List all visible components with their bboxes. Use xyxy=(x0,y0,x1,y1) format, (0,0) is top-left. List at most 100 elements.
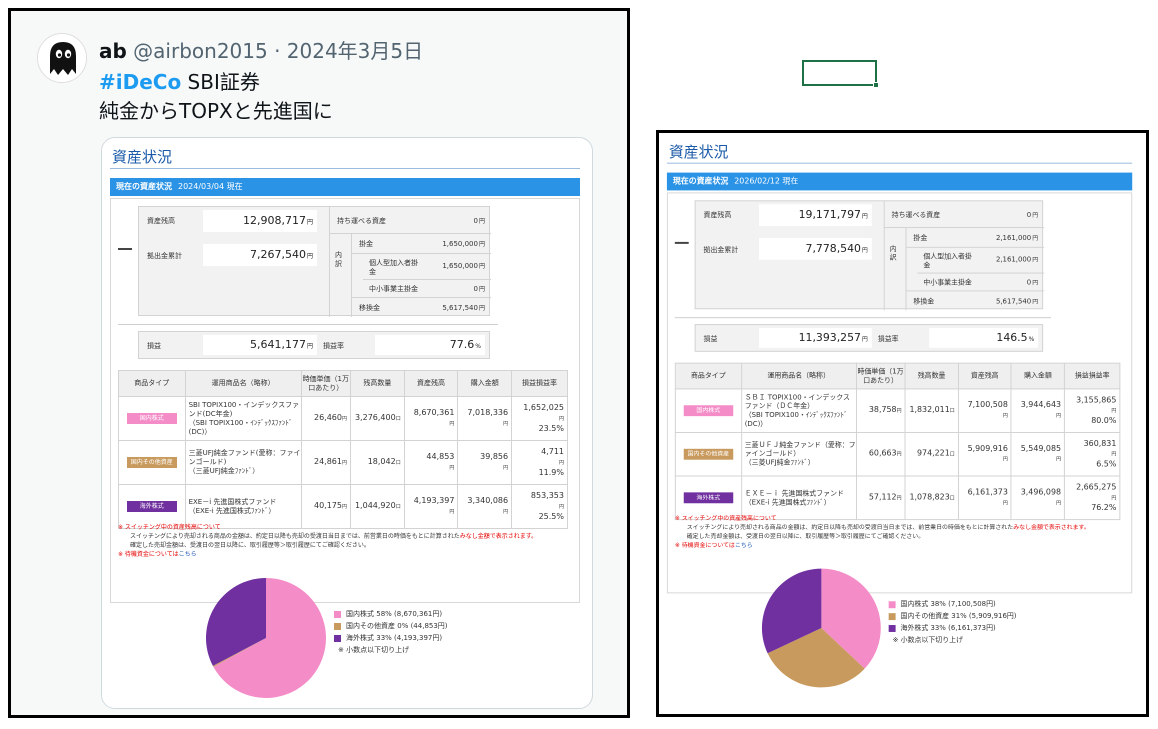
ghost-icon xyxy=(38,34,86,82)
personal-kake-label: 個人型加入者掛金 xyxy=(369,259,418,276)
legend-item: 国内株式 58% (8,670,361円) xyxy=(334,608,448,620)
fund-gain: 2,665,275 円 76.2% xyxy=(1064,475,1121,521)
kake-label: 掛金 xyxy=(359,240,373,248)
collapse-toggle-icon[interactable] xyxy=(118,248,132,250)
col-balance: 資産残高 xyxy=(957,362,1012,390)
legend-item: 海外株式 33% (4,193,397円) xyxy=(334,632,448,644)
col-type: 商品タイプ xyxy=(118,370,186,397)
summary-panel: 資産残高 19,171,797円 拠出金累計 7,778,540円 持ち運べる資… xyxy=(694,200,1045,311)
kake-value: 2,161,000円 xyxy=(995,233,1039,242)
summary-separator xyxy=(118,324,498,325)
gain-value: 11,393,257円 xyxy=(758,328,872,348)
fund-balance: 8,670,361 円 xyxy=(403,396,459,441)
kake-value: 1,650,000円 xyxy=(442,240,485,248)
breakdown-label: 内訳 xyxy=(889,244,897,262)
fund-balance: 44,853 円 xyxy=(403,440,459,485)
fund-name-link[interactable]: ＥＸＥ－ｉ 先進国株式ファンド （EXE-i 先進国株式ﾌｧﾝﾄﾞ） xyxy=(740,475,857,521)
table-header-row: 商品タイプ 運用商品名（略称） 時価単価（1万口あたり） 残高数量 資産残高 購… xyxy=(118,370,568,397)
status-box xyxy=(110,198,580,603)
fund-cost: 3,496,098 円 xyxy=(1010,475,1066,521)
tweet-author-name[interactable]: ab xyxy=(99,39,127,63)
fund-qty: 3,276,400口 xyxy=(350,396,405,441)
summary-separator xyxy=(674,317,1052,319)
table-row: 国内株式 SBI TOPIX100・インデックスファンド(DC年金) （SBI T… xyxy=(118,396,568,441)
carry-in-label: 持ち運べる資産 xyxy=(891,211,941,220)
standby-link[interactable]: こちら xyxy=(734,541,753,549)
tweet-line-1: #iDeCo SBI証券 xyxy=(99,66,260,95)
hashtag-link[interactable]: #iDeCo xyxy=(99,70,182,94)
allocation-pie-chart xyxy=(761,568,881,688)
tweet-body: 純金からTOPXと先進国に xyxy=(99,99,333,123)
status-box xyxy=(666,192,1133,594)
asset-balance-value: 12,908,717円 xyxy=(203,210,317,232)
note-switching-body: スイッチングにより売却される商品の金額は、約定日以降も売却の受渡日当日までは、前… xyxy=(130,533,538,540)
gain-rate-label: 損益率 xyxy=(877,334,899,343)
collapse-toggle-icon[interactable] xyxy=(674,241,689,244)
ghost-avatar[interactable] xyxy=(37,33,87,83)
fund-price: 26,460円 xyxy=(300,396,352,441)
fund-price: 60,663円 xyxy=(855,431,906,477)
contribution-total-value: 7,778,540円 xyxy=(758,237,872,260)
fund-name-link[interactable]: ＳＢＩ TOPIX100・インデックスファンド（ＤＣ年金） （SBI TOPIX1… xyxy=(740,388,857,433)
fund-cost: 3,944,643 円 xyxy=(1010,388,1066,433)
legend-swatch xyxy=(888,612,896,620)
pie-slice-foreign-equity xyxy=(205,578,266,666)
fund-balance: 6,161,373 円 xyxy=(957,475,1012,521)
summary-panel: 資産残高 12,908,717円 拠出金累計 7,267,540円 持ち運べる資… xyxy=(138,206,491,317)
col-qty: 残高数量 xyxy=(350,370,405,397)
pie-legend: 国内株式 58% (8,670,361円) 国内その他資産 0% (44,853… xyxy=(334,608,448,656)
fund-cost: 5,549,085 円 xyxy=(1010,431,1066,477)
transfer-value: 5,617,540円 xyxy=(995,297,1039,306)
gain-value: 5,641,177円 xyxy=(203,335,317,355)
fund-qty: 1,078,823口 xyxy=(904,475,959,521)
fund-name-link[interactable]: SBI TOPIX100・インデックスファンド(DC年金) （SBI TOPIX1… xyxy=(184,396,302,441)
col-gain: 損益損益率 xyxy=(1064,362,1121,390)
transfer-label: 移換金 xyxy=(913,297,935,306)
sbi-screen-new: 資産状況 現在の資産状況 2026/02/12 現在 資産残高 19,171,79… xyxy=(659,133,1135,714)
fund-cost: 39,856 円 xyxy=(457,440,513,485)
table-row: 国内その他資産 三菱ＵＦＪ純金ファンド（愛称：ファインゴールド） （三菱UFJ純金… xyxy=(674,431,1121,477)
table-row: 国内株式 ＳＢＩ TOPIX100・インデックスファンド（ＤＣ年金） （SBI T… xyxy=(674,388,1121,433)
asset-status-title: 資産状況 xyxy=(668,142,729,161)
fill-handle[interactable] xyxy=(873,82,879,88)
sme-kake-label: 中小事業主掛金 xyxy=(923,278,972,287)
legend-note: ※ 小数点以下切り上げ xyxy=(338,646,410,654)
col-type: 商品タイプ xyxy=(674,362,742,390)
transfer-value: 5,617,540円 xyxy=(442,304,485,312)
gain-rate-value: 146.5% xyxy=(929,328,1039,348)
col-cost: 購入金額 xyxy=(457,370,513,397)
fund-type-badge: 国内株式 xyxy=(126,413,177,424)
fund-name-link[interactable]: 三菱ＵＦＪ純金ファンド（愛称：ファインゴールド） （三菱UFJ純金ﾌｧﾝﾄﾞ） xyxy=(740,431,857,477)
pie-slice-domestic-other xyxy=(212,638,266,667)
gain-rate-label: 損益率 xyxy=(323,342,344,350)
sme-kake-value: 0円 xyxy=(1026,278,1039,287)
sbi-screen-old: 資産状況 現在の資産状況 2024/03/04 現在 資産残高 12,908,71… xyxy=(102,138,582,708)
fund-name-link[interactable]: 三菱UFJ純金ファンド(愛称：ファインゴールド) （三菱UFJ純金ﾌｧﾝﾄﾞ） xyxy=(184,440,302,485)
fund-name-link[interactable]: EXE－i 先進国株式ファンド （EXE-i 先進国株式ﾌｧﾝﾄﾞ） xyxy=(184,484,302,529)
tweet-handle-date[interactable]: @airbon2015 · 2024年3月5日 xyxy=(133,39,424,63)
gain-panel: 損益 11,393,257円 損益率 146.5% xyxy=(694,324,1044,352)
standby-link[interactable]: こちら xyxy=(178,551,197,558)
pie-slice-domestic-equity xyxy=(821,568,881,669)
fund-type-badge: 海外株式 xyxy=(683,492,734,504)
fund-balance: 4,193,397 円 xyxy=(403,484,459,529)
table-row: 海外株式 EXE－i 先進国株式ファンド （EXE-i 先進国株式ﾌｧﾝﾄﾞ） 4… xyxy=(118,484,568,529)
gain-panel: 損益 5,641,177円 損益率 77.6% xyxy=(138,331,490,359)
summary-divider xyxy=(883,201,885,311)
title-rule xyxy=(110,168,580,169)
excel-selected-cell[interactable] xyxy=(802,60,879,88)
tweet-header: ab @airbon2015 · 2024年3月5日 xyxy=(99,35,423,64)
legend-item: 海外株式 33% (6,161,373円) xyxy=(888,622,1017,634)
col-fund: 運用商品名（略称） xyxy=(740,362,857,390)
col-cost: 購入金額 xyxy=(1010,362,1066,390)
note-standby: ※ 待機資金についてはこちら xyxy=(674,541,753,549)
tweet-image-card[interactable]: 資産状況 現在の資産状況 2024/03/04 現在 資産残高 12,908,71… xyxy=(101,137,593,709)
pie-slice-domestic-equity xyxy=(213,578,326,698)
fund-cost: 3,340,086 円 xyxy=(457,484,513,529)
summary-divider xyxy=(329,207,330,317)
tweet-text-sbi: SBI証券 xyxy=(181,70,260,94)
legend-swatch xyxy=(888,624,896,632)
band-label: 現在の資産状況 xyxy=(116,182,172,191)
contribution-total-label: 拠出金累計 xyxy=(703,245,739,254)
col-fund: 運用商品名（略称） xyxy=(184,370,302,397)
